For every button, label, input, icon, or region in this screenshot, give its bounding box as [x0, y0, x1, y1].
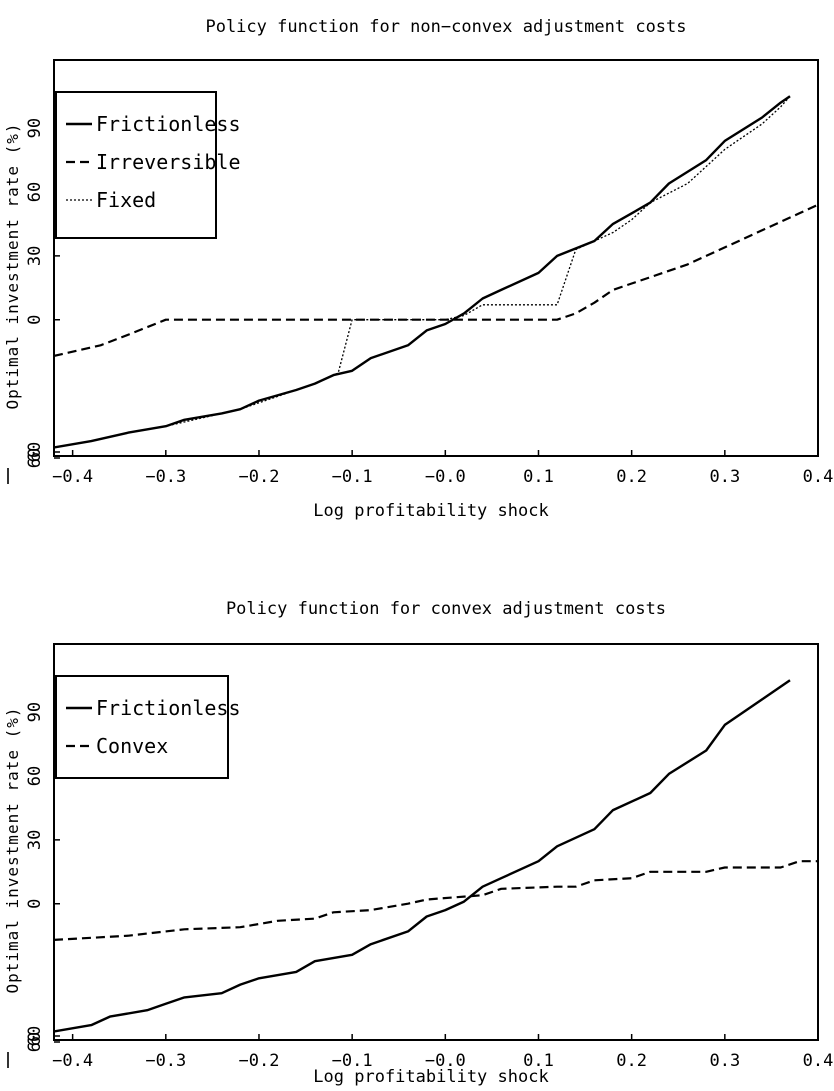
y-axis-label: Optimal investment rate (%)	[3, 706, 22, 993]
plot-frame	[53, 643, 819, 1041]
y-tick-label: 60	[25, 448, 45, 468]
x-tick-label: −0.0	[425, 1051, 466, 1071]
legend: Frictionless Convex	[55, 675, 241, 779]
y-tick-label: 60	[25, 1032, 45, 1052]
x-tick-label: 0.1	[523, 1051, 554, 1071]
y-tick-label: 60	[25, 1026, 45, 1046]
x-axis-label: Log profitability shock	[313, 1067, 548, 1087]
x-tick-label: −0.4	[52, 1051, 93, 1071]
x-tick-label: −0.1	[332, 467, 373, 487]
series-line-frictionless	[54, 679, 791, 1033]
chart-panel-2: Policy function for convex adjustment co…	[3, 599, 833, 1087]
legend-label-fixed: Fixed	[96, 188, 156, 212]
series-line-convex	[54, 860, 818, 941]
x-tick-label: 0.2	[616, 1051, 647, 1071]
legend-box	[55, 675, 229, 779]
x-axis-label: Log profitability shock	[313, 501, 548, 521]
x-tick-label: −0.1	[332, 1051, 373, 1071]
y-axis-label: Optimal investment rate (%)	[3, 122, 22, 409]
x-tick-label: 0.3	[709, 467, 740, 487]
y-tick-label: 90	[25, 118, 45, 138]
x-tick-label: −0.0	[425, 467, 466, 487]
y-tick-label: 60	[25, 766, 45, 786]
legend-label-frictionless: Frictionless	[96, 112, 241, 136]
x-tick-label: 0.4	[803, 467, 834, 487]
chart-panel-1: Policy function for non−convex adjustmen…	[3, 17, 833, 521]
y-tick-label: 30	[25, 830, 45, 850]
x-tick-label: −0.4	[52, 467, 93, 487]
legend-label-frictionless: Frictionless	[96, 696, 241, 720]
chart-title: Policy function for non−convex adjustmen…	[205, 17, 686, 37]
y-tick-label: 0	[25, 899, 45, 909]
y-tick-label: 30	[25, 246, 45, 266]
y-tick-label: 0	[25, 315, 45, 325]
x-tick-label: 0.4	[803, 1051, 834, 1071]
x-tick-label: 0.2	[616, 467, 647, 487]
y-tick-label: 90	[25, 702, 45, 722]
legend-label-irreversible: Irreversible	[96, 150, 241, 174]
legend-label-convex: Convex	[96, 734, 168, 758]
legend: Frictionless Irreversible Fixed	[55, 91, 241, 239]
y-tick-label: 60	[25, 442, 45, 462]
legend-box	[55, 91, 217, 239]
series-line-fixed	[54, 95, 791, 449]
series-line-irreversible	[54, 203, 818, 357]
y-tick-label: 60	[25, 182, 45, 202]
x-tick-label: −0.3	[145, 1051, 186, 1071]
x-tick-label: −0.2	[238, 467, 279, 487]
x-tick-label: 0.3	[709, 1051, 740, 1071]
series-line-frictionless	[54, 95, 791, 449]
x-tick-label: 0.1	[523, 467, 554, 487]
chart-title: Policy function for convex adjustment co…	[226, 599, 666, 619]
plot-frame	[53, 59, 819, 457]
x-tick-label: −0.3	[145, 467, 186, 487]
x-tick-label: −0.2	[238, 1051, 279, 1071]
